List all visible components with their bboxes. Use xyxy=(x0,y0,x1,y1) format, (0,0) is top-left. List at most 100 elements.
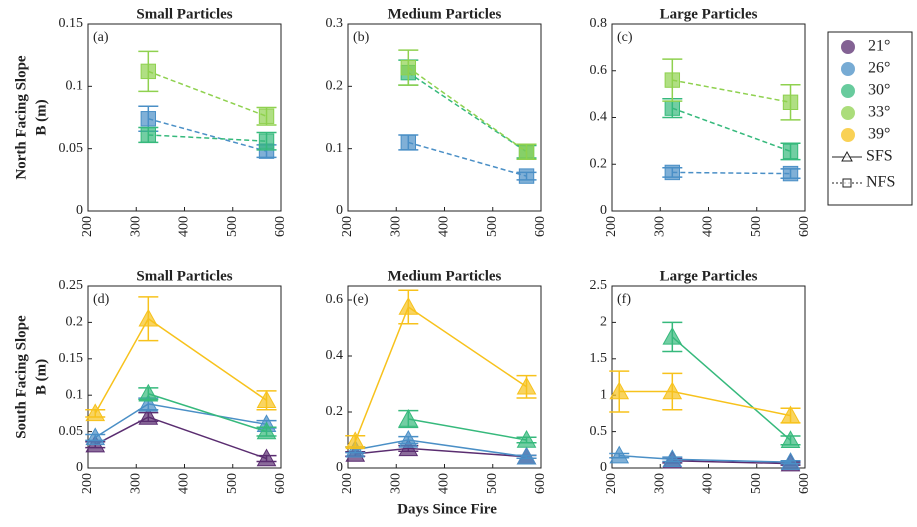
legend-label: 39° xyxy=(868,126,890,143)
plot-frame xyxy=(611,285,806,469)
y-tick-label: 0.4 xyxy=(590,110,608,125)
x-tick-label: 400 xyxy=(701,473,716,494)
chart-title: Medium Particles xyxy=(388,6,502,22)
series-line xyxy=(148,134,267,142)
x-tick-label: 200 xyxy=(340,216,355,237)
plot-frame xyxy=(611,23,806,212)
marker xyxy=(609,445,630,464)
x-tick-label: 400 xyxy=(437,473,452,494)
x-tick-label: 400 xyxy=(701,216,716,237)
legend-label: SFS xyxy=(866,148,893,165)
y-tick-label: 0.5 xyxy=(590,424,608,439)
legend-label: NFS xyxy=(866,174,895,191)
y-tick-label: 0.6 xyxy=(326,292,344,307)
x-tick-label: 300 xyxy=(388,473,403,494)
y-tick-label: 0 xyxy=(600,460,607,475)
marker xyxy=(780,452,801,470)
marker xyxy=(138,308,159,327)
marker xyxy=(782,94,799,111)
y-tick-label: 0.05 xyxy=(59,424,84,439)
marker xyxy=(780,430,801,449)
x-tick-label: 200 xyxy=(80,216,95,237)
marker xyxy=(518,168,535,184)
marker xyxy=(609,381,630,400)
marker xyxy=(400,59,417,76)
y-tick-label: 0.15 xyxy=(59,351,84,366)
marker xyxy=(140,127,157,143)
chart-title: Medium Particles xyxy=(388,268,502,284)
chart-title: Small Particles xyxy=(136,6,232,22)
marker xyxy=(85,403,106,422)
x-tick-label: 600 xyxy=(797,473,812,494)
series-line xyxy=(148,70,267,117)
x-tick-label: 300 xyxy=(652,473,667,494)
marker xyxy=(662,449,683,467)
y-axis-label: North Facing Slope xyxy=(13,55,29,180)
x-tick-label: 500 xyxy=(225,216,240,237)
marker xyxy=(400,134,417,151)
y-tick-label: 2 xyxy=(600,315,607,330)
x-tick-label: 400 xyxy=(437,216,452,237)
y-tick-label: 0.25 xyxy=(59,278,84,293)
y-tick-label: 0.2 xyxy=(66,315,84,330)
marker xyxy=(518,144,535,160)
y-tick-label: 0.1 xyxy=(66,79,84,94)
x-tick-label: 500 xyxy=(225,473,240,494)
chart-title: Small Particles xyxy=(136,268,232,284)
plot-frame xyxy=(87,285,282,469)
series-line xyxy=(94,403,267,439)
y-axis-label: B (m) xyxy=(33,99,49,135)
marker xyxy=(516,446,537,465)
marker xyxy=(516,429,537,448)
y-tick-label: 0 xyxy=(336,460,343,475)
series-line xyxy=(408,418,527,441)
legend-swatch xyxy=(841,84,855,98)
panel-label: (f) xyxy=(617,292,631,307)
marker xyxy=(398,429,419,448)
x-tick-label: 400 xyxy=(177,473,192,494)
legend-label: 33° xyxy=(868,104,890,121)
x-tick-label: 500 xyxy=(749,473,764,494)
legend-swatch xyxy=(841,106,855,120)
marker xyxy=(138,407,159,425)
marker xyxy=(140,111,157,127)
y-tick-label: 0 xyxy=(76,203,83,218)
x-tick-label: 200 xyxy=(604,473,619,494)
marker xyxy=(345,431,366,450)
x-tick-label: 600 xyxy=(273,216,288,237)
marker xyxy=(138,383,159,402)
x-tick-label: 200 xyxy=(604,216,619,237)
y-tick-label: 1.5 xyxy=(590,351,608,366)
series-line xyxy=(672,107,791,153)
panel-label: (a) xyxy=(93,30,109,45)
marker xyxy=(258,133,275,149)
marker xyxy=(138,393,159,412)
marker xyxy=(398,408,419,427)
x-tick-label: 500 xyxy=(485,473,500,494)
plot-frame xyxy=(347,23,542,212)
chart-title: Large Particles xyxy=(660,6,758,22)
legend-label: 21° xyxy=(868,38,890,55)
y-tick-label: 0 xyxy=(336,203,343,218)
legend-swatch xyxy=(841,40,855,54)
legend-marker xyxy=(842,178,852,188)
legend-swatch xyxy=(841,62,855,76)
x-tick-label: 600 xyxy=(533,216,548,237)
marker xyxy=(516,376,537,395)
y-tick-label: 0.4 xyxy=(326,348,344,363)
y-tick-label: 0.15 xyxy=(59,16,84,31)
x-axis-label: Days Since Fire xyxy=(397,501,497,517)
x-tick-label: 600 xyxy=(533,473,548,494)
plot-frame xyxy=(87,23,282,212)
series-line xyxy=(354,305,527,442)
x-tick-label: 300 xyxy=(128,473,143,494)
x-tick-label: 600 xyxy=(273,473,288,494)
y-tick-label: 1 xyxy=(600,387,607,402)
series-line xyxy=(671,336,792,441)
marker xyxy=(85,427,106,446)
marker xyxy=(256,448,277,467)
marker xyxy=(782,143,799,160)
series-line xyxy=(408,141,527,177)
y-tick-label: 2.5 xyxy=(590,278,608,293)
